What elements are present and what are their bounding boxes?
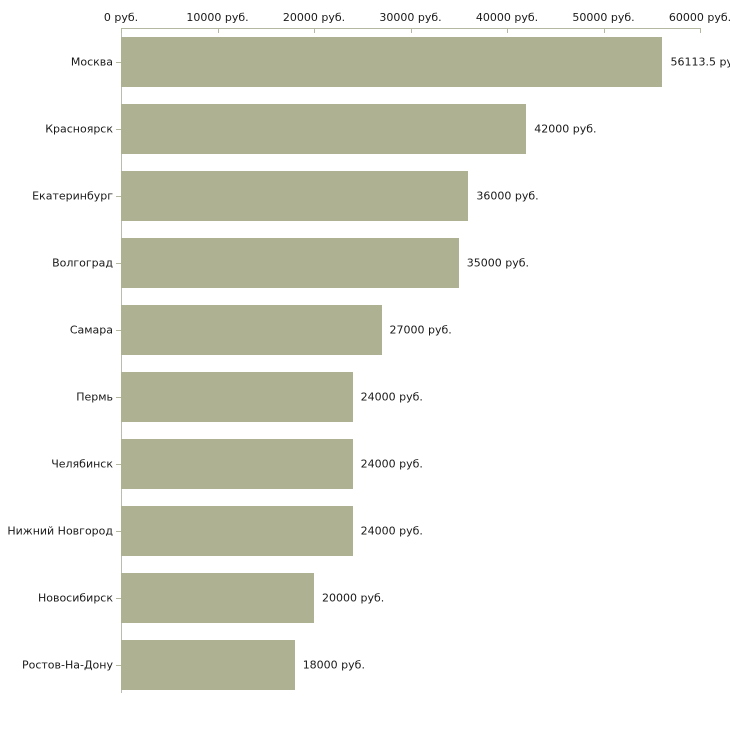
x-axis-tick (603, 28, 605, 33)
category-tick (116, 62, 121, 63)
category-tick (116, 531, 121, 532)
x-axis-tick-label: 50000 руб. (572, 11, 635, 24)
category-tick (116, 330, 121, 331)
category-tick (116, 129, 121, 130)
bar[interactable] (121, 506, 353, 556)
x-axis-tick (700, 28, 701, 33)
bar-value-label: 36000 руб. (476, 189, 539, 203)
category-tick (116, 598, 121, 599)
bar-value-label: 24000 руб. (360, 524, 423, 538)
category-label: Новосибирск (37, 591, 113, 605)
x-axis-tick-label: 10000 руб. (186, 11, 249, 24)
bar[interactable] (121, 439, 353, 489)
bar-value-label: 35000 руб. (466, 256, 530, 270)
bar-value-label: 42000 руб. (534, 122, 597, 136)
x-axis-tick-label: 0 руб. (103, 11, 139, 24)
bar-row[interactable]: 42000 руб. (121, 104, 730, 154)
category-label: Красноярск (45, 122, 113, 136)
category-label: Челябинск (51, 457, 113, 471)
category-label: Самара (69, 323, 113, 337)
x-axis-tick-label: 30000 руб. (379, 11, 442, 24)
bar-row[interactable]: 35000 руб. (121, 238, 730, 288)
bar-row[interactable]: 24000 руб. (121, 439, 730, 489)
bar-row[interactable]: 56113.5 ру (121, 37, 730, 87)
bar[interactable] (121, 171, 469, 221)
category-label: Екатеринбург (32, 189, 113, 203)
bar-value-label: 24000 руб. (360, 457, 423, 471)
x-axis-tick (217, 28, 219, 33)
x-axis-tick-label: 40000 руб. (475, 11, 539, 24)
bar-row[interactable]: 24000 руб. (121, 506, 730, 556)
bar[interactable] (121, 104, 527, 154)
category-label: Волгоград (52, 256, 113, 270)
category-tick (116, 397, 121, 398)
bar-row[interactable]: 18000 руб. (121, 640, 730, 690)
category-tick (116, 263, 121, 264)
bar[interactable] (121, 305, 382, 355)
category-tick (116, 665, 121, 666)
y-axis-line (121, 28, 122, 693)
plot-area: 56113.5 ру 42000 руб. 36000 руб. 35000 руб.… (121, 28, 730, 700)
bar[interactable] (121, 640, 295, 690)
bar[interactable] (121, 573, 314, 623)
x-axis-tick (507, 28, 508, 33)
bar-row[interactable]: 36000 руб. (121, 171, 730, 221)
category-label: Москва (70, 55, 113, 69)
bar-row[interactable]: 27000 руб. (121, 305, 730, 355)
category-label: Пермь (76, 390, 113, 404)
bar[interactable] (121, 372, 353, 422)
bar-row[interactable]: 24000 руб. (121, 372, 730, 422)
bar[interactable] (121, 37, 663, 87)
bar-value-label: 27000 руб. (389, 323, 452, 337)
bar-value-label: 24000 руб. (360, 390, 423, 404)
x-axis-tick (314, 28, 315, 33)
bar-row[interactable]: 20000 руб. (121, 573, 730, 623)
category-tick (116, 464, 121, 465)
category-tick (116, 196, 121, 197)
x-axis-tick-label: 60000 руб. (668, 11, 730, 24)
category-label: Нижний Новгород (7, 524, 113, 538)
category-axis-labels: Москва Красноярск Екатеринбург Волгоград Сам… (0, 28, 121, 700)
x-axis-tick (121, 28, 122, 33)
x-axis-tick (410, 28, 412, 33)
bar-value-label: 18000 руб. (302, 658, 365, 672)
bar-value-label: 20000 руб. (322, 591, 385, 605)
bar[interactable] (121, 238, 459, 288)
bar-value-label: 56113.5 ру (670, 55, 730, 69)
x-axis-tick-label: 20000 руб. (282, 11, 346, 24)
category-label: Ростов-На-Дону (21, 658, 113, 672)
